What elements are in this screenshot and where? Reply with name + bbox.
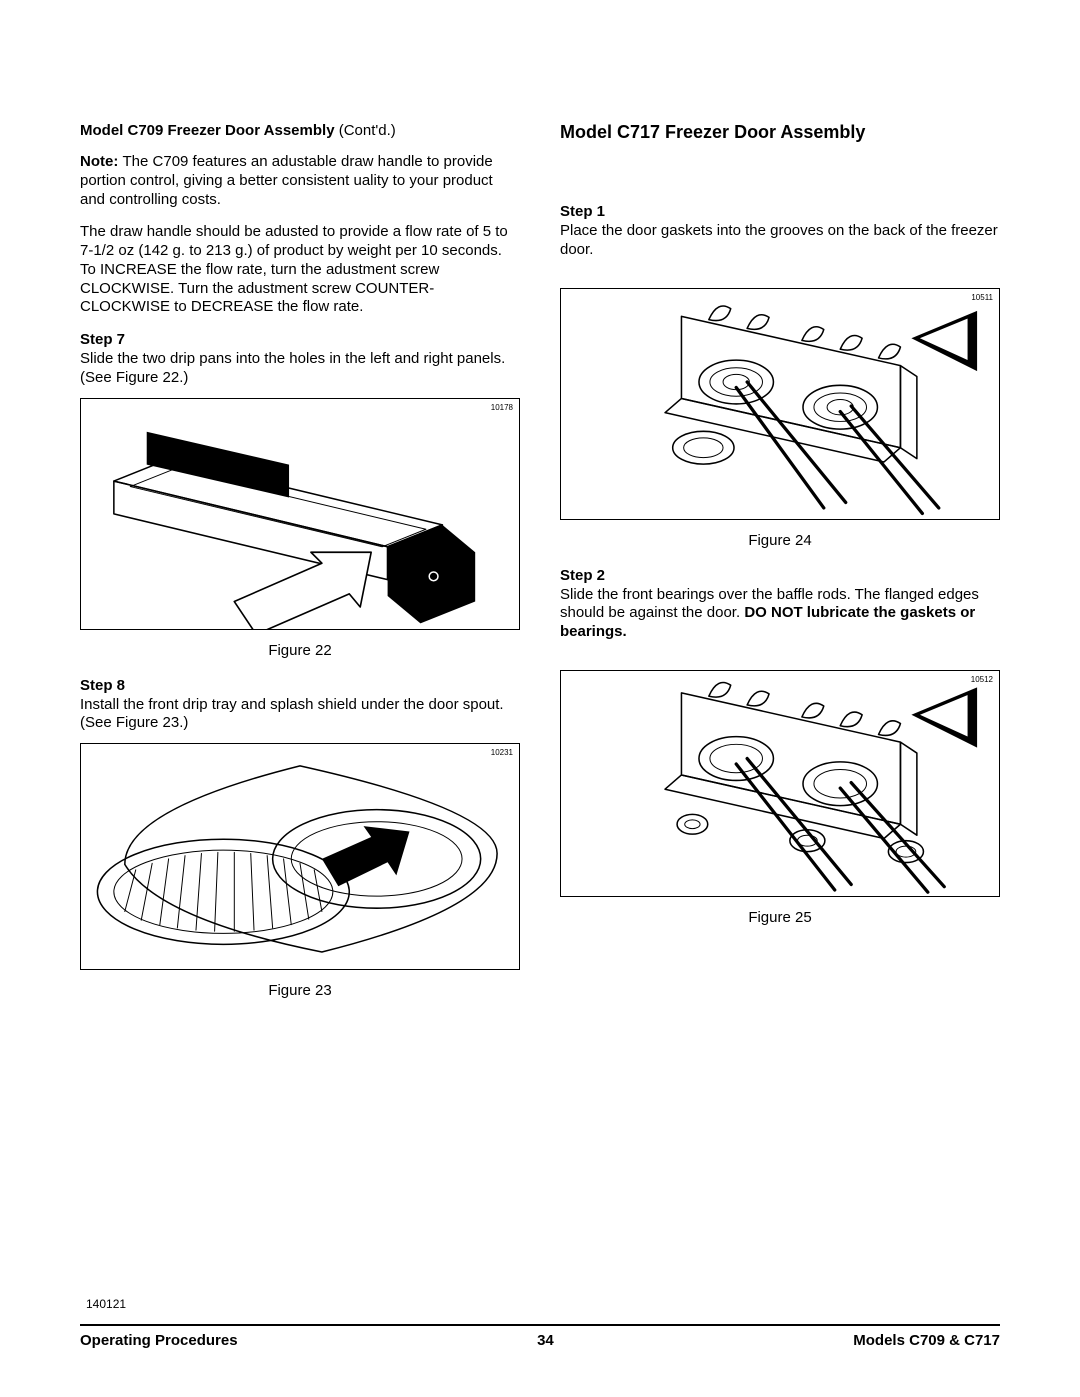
step2-label: Step 2 — [560, 567, 1000, 584]
figure-25-caption: Figure 25 — [560, 909, 1000, 926]
page-content: Model C709 Freezer Door Assembly (Cont'd… — [0, 0, 1080, 1067]
step7-text: Slide the two drip pans into the holes i… — [80, 350, 520, 388]
figure-23-caption: Figure 23 — [80, 982, 520, 999]
c709-heading-text: Model C709 Freezer Door Assembly — [80, 122, 335, 139]
figure-25-number: 10512 — [971, 675, 993, 684]
step2-text: Slide the front bearings over the baffle… — [560, 586, 1000, 642]
note-text: The C709 features an adustable draw hand… — [80, 153, 493, 208]
c717-section-title: Model C717 Freezer Door Assembly — [560, 122, 1000, 143]
step1-text: Place the door gaskets into the grooves … — [560, 222, 1000, 260]
left-column: Model C709 Freezer Door Assembly (Cont'd… — [80, 122, 520, 1017]
document-number: 140121 — [86, 1297, 126, 1311]
step8-label: Step 8 — [80, 677, 520, 694]
step8-text: Install the front drip tray and splash s… — [80, 696, 520, 734]
step1-label: Step 1 — [560, 203, 1000, 220]
footer-right: Models C709 & C717 — [853, 1332, 1000, 1349]
door-gaskets-illustration — [561, 288, 999, 520]
figure-24-caption: Figure 24 — [560, 532, 1000, 549]
flowrate-paragraph: The draw handle should be adusted to pro… — [80, 223, 520, 317]
front-bearings-illustration — [561, 670, 999, 897]
figure-23: 10231 — [80, 743, 520, 970]
figure-25: 10512 — [560, 670, 1000, 897]
figure-23-number: 10231 — [491, 748, 513, 757]
note-paragraph: Note: The C709 features an adustable dra… — [80, 153, 520, 209]
note-label: Note: — [80, 153, 123, 170]
footer-left: Operating Procedures — [80, 1332, 238, 1349]
figure-22-caption: Figure 22 — [80, 642, 520, 659]
c709-heading-contd: (Cont'd.) — [335, 122, 396, 139]
drip-pan-illustration — [81, 398, 519, 630]
figure-22-number: 10178 — [491, 403, 513, 412]
drip-tray-illustration — [81, 743, 519, 970]
step7-label: Step 7 — [80, 331, 520, 348]
figure-22: 10178 — [80, 398, 520, 630]
figure-24-number: 10511 — [971, 293, 993, 302]
footer-page-number: 34 — [537, 1332, 554, 1349]
right-column: Model C717 Freezer Door Assembly Step 1 … — [560, 122, 1000, 1017]
page-footer: Operating Procedures 34 Models C709 & C7… — [80, 1324, 1000, 1349]
c709-heading: Model C709 Freezer Door Assembly (Cont'd… — [80, 122, 520, 139]
figure-24: 10511 — [560, 288, 1000, 520]
